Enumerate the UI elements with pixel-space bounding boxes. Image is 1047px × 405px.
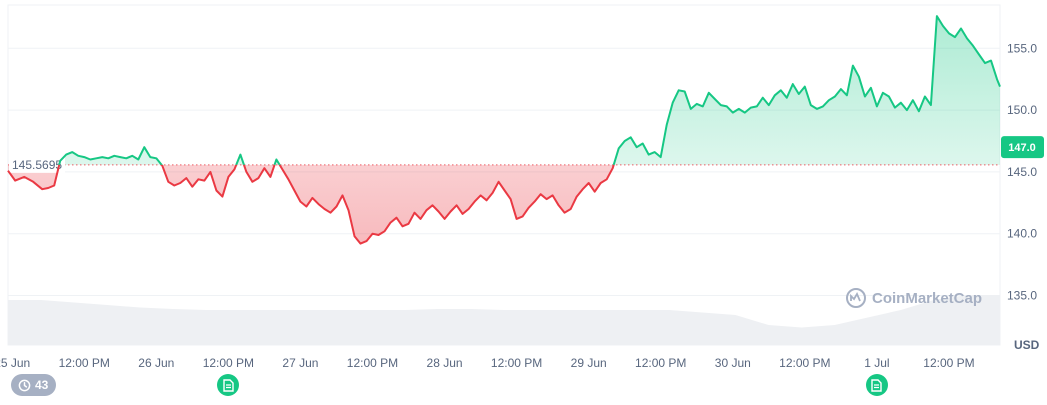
- x-tick-label: 25 Jun: [0, 356, 30, 370]
- price-area-fills: [8, 16, 1000, 244]
- current-price-badge: [1001, 136, 1044, 159]
- y-tick-label: 150.0: [1007, 103, 1037, 117]
- y-axis-ticks: 135.0 140.0 145.0 150.0 155.0: [1007, 41, 1037, 302]
- area-above-reference: [59, 16, 1000, 165]
- x-tick-label: 12:00 PM: [203, 356, 254, 370]
- reference-price-label: 145.5695: [12, 158, 62, 172]
- reference-line: 145.5695: [8, 156, 1000, 173]
- x-tick-label: 12:00 PM: [923, 356, 974, 370]
- y-tick-label: 140.0: [1007, 227, 1037, 241]
- x-tick-label: 30 Jun: [715, 356, 751, 370]
- x-tick-label: 12:00 PM: [347, 356, 398, 370]
- y-tick-label: 135.0: [1007, 289, 1037, 303]
- event-marker[interactable]: [865, 374, 888, 396]
- history-count: 43: [35, 378, 49, 392]
- history-clock-icon: [18, 379, 31, 391]
- x-tick-label: 27 Jun: [282, 356, 318, 370]
- y-axis-unit: USD: [1014, 338, 1040, 352]
- x-tick-label: 12:00 PM: [779, 356, 830, 370]
- x-tick-label: 28 Jun: [427, 356, 463, 370]
- area-below-reference: [8, 164, 1000, 244]
- y-tick-label: 145.0: [1007, 165, 1037, 179]
- watermark: CoinMarketCap: [846, 288, 982, 308]
- x-tick-label: 29 Jun: [571, 356, 607, 370]
- x-tick-label: 12:00 PM: [59, 356, 110, 370]
- x-tick-label: 26 Jun: [138, 356, 174, 370]
- price-line-up: [58, 15, 1001, 165]
- history-count-badge[interactable]: 43: [11, 374, 57, 396]
- x-tick-label: 12:00 PM: [491, 356, 542, 370]
- volume-band: [8, 295, 1000, 345]
- watermark-text: CoinMarketCap: [872, 290, 982, 307]
- price-line-down: [7, 164, 615, 245]
- x-axis-ticks: 25 Jun 12:00 PM 26 Jun 12:00 PM 27 Jun 12:00 …: [0, 356, 975, 370]
- current-price-value: 147.0: [1008, 142, 1036, 154]
- x-tick-label: 1 Jul: [864, 356, 889, 370]
- price-lines: [7, 15, 1001, 245]
- document-icon: [871, 378, 883, 392]
- reference-label-bg: [9, 156, 65, 173]
- document-icon: [223, 378, 234, 392]
- event-marker[interactable]: [217, 374, 240, 396]
- x-tick-label: 12:00 PM: [635, 356, 686, 370]
- volume-area: [8, 295, 1000, 345]
- y-tick-label: 155.0: [1007, 41, 1037, 55]
- current-price-tag: 147.0: [1001, 136, 1044, 159]
- coinmarketcap-logo-icon: [846, 288, 866, 308]
